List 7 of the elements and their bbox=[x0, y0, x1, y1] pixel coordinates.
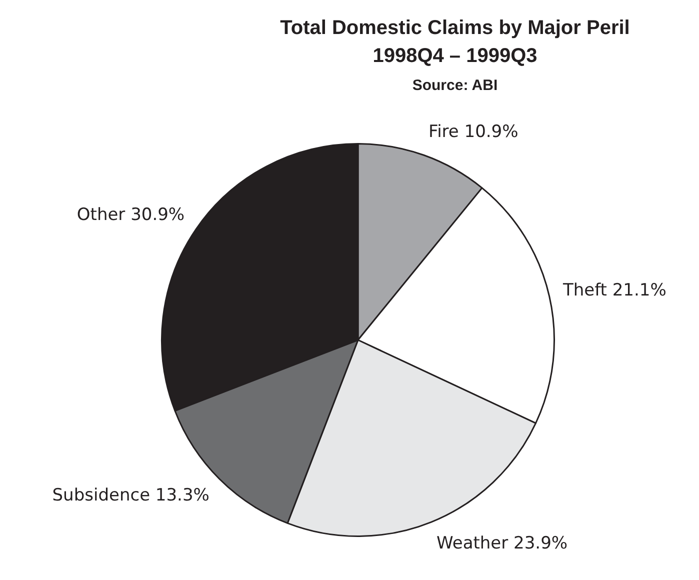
chart-title: Total Domestic Claims by Major Peril 1998Q4 – 1999Q3 bbox=[279, 16, 631, 69]
slice-label: Other 30.9% bbox=[76, 204, 185, 225]
slice-label: Subsidence 13.3% bbox=[52, 485, 210, 506]
slice-label: Theft 21.1% bbox=[562, 280, 666, 300]
slice-label: Fire 10.9% bbox=[428, 122, 518, 142]
slice-label: Weather 23.9% bbox=[436, 534, 568, 554]
chart-subtitle: Source: ABI bbox=[411, 77, 499, 94]
